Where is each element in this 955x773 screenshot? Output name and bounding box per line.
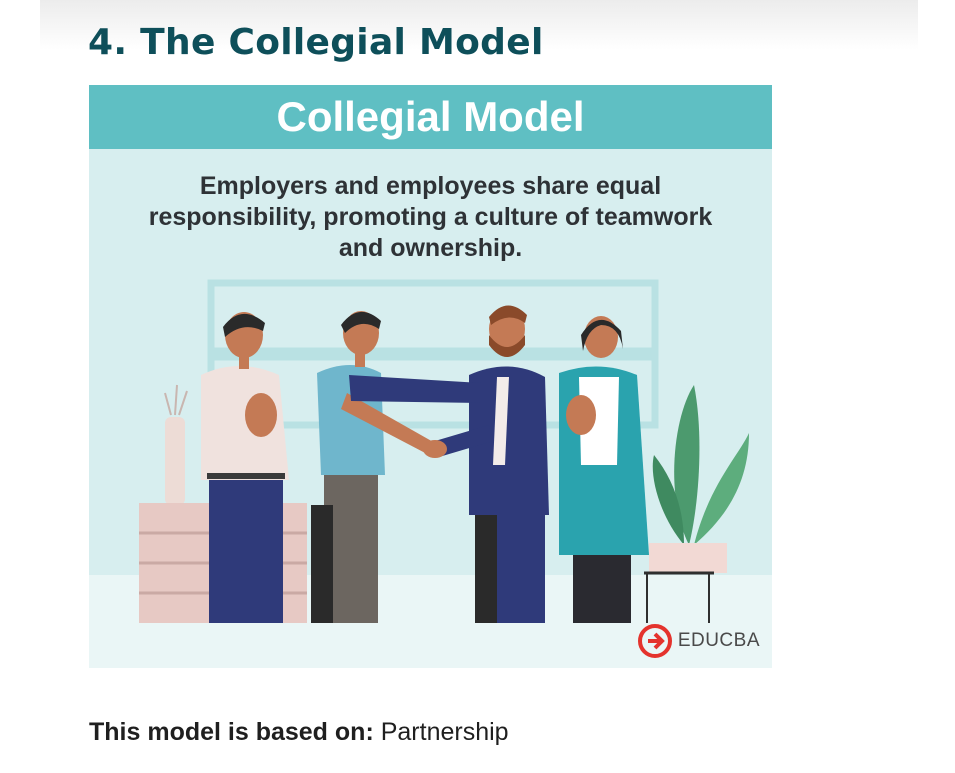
- plant-illustration: [644, 385, 749, 623]
- bearded-man-suit-illustration: [349, 305, 549, 623]
- logo-text: EDUCBA: [677, 630, 760, 651]
- clapping-woman-illustration: [559, 316, 649, 623]
- infographic-caption: Employers and employees share equal resp…: [109, 171, 752, 264]
- infographic-banner: Collegial Model: [89, 85, 772, 149]
- top-shadow-bar: [40, 0, 918, 50]
- clapping-man-illustration: [201, 312, 289, 623]
- caption-line-1: Employers and employees share equal: [199, 172, 662, 200]
- infographic-title: Collegial Model: [276, 93, 585, 140]
- educba-logo: EDUCBA: [637, 624, 760, 658]
- caption-line-3: and ownership.: [338, 234, 523, 262]
- collegial-model-infographic: Collegial Model Employers and employees …: [89, 85, 772, 668]
- model-basis-label: This model is based on:: [89, 718, 374, 746]
- window-frame-top: [207, 279, 659, 355]
- caption-line-2: responsibility, promoting a culture of t…: [148, 203, 713, 231]
- office-scene-illustration: [89, 279, 772, 668]
- vase-illustration: [164, 384, 188, 505]
- educba-logo-icon: [637, 624, 672, 658]
- section-heading: 4. The Collegial Model: [88, 22, 544, 63]
- model-basis-line: This model is based on: Partnership: [89, 718, 509, 747]
- model-basis-value: Partnership: [380, 718, 509, 746]
